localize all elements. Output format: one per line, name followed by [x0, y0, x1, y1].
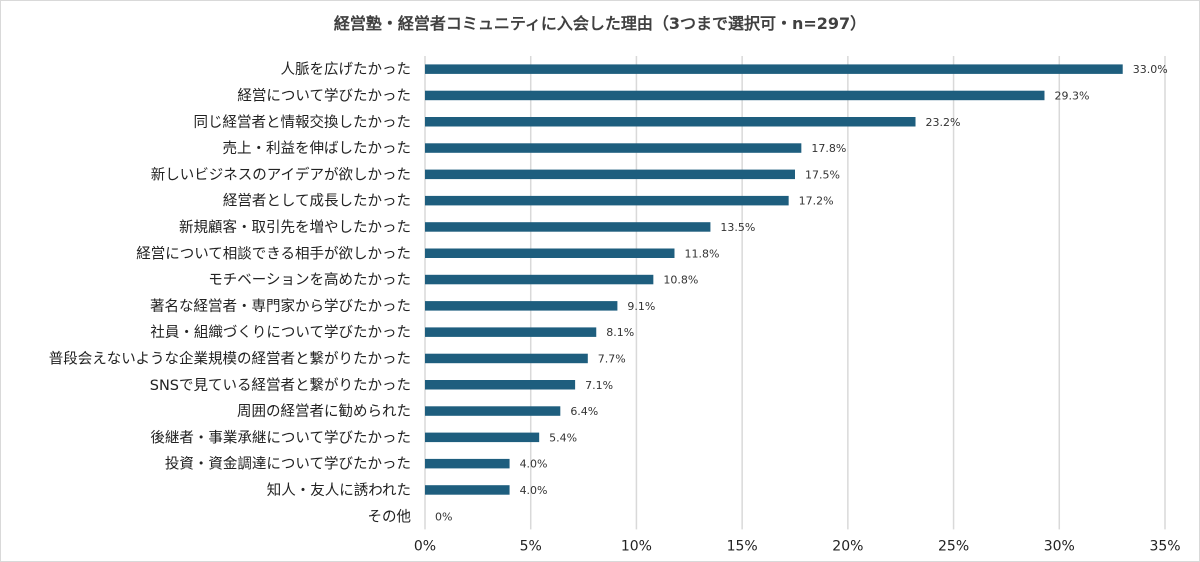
category-label: SNSで見ている経営者と繋がりたかった	[150, 377, 411, 394]
chart-title: 経営塾・経営者コミュニティに入会した理由（3つまで選択可・n=297）	[333, 14, 867, 33]
data-label: 11.8%	[684, 247, 719, 260]
category-label: 経営について相談できる相手が欲しかった	[136, 245, 411, 262]
bar	[425, 406, 561, 416]
bar	[425, 195, 789, 206]
category-label: 売上・利益を伸ばしたかった	[223, 140, 412, 157]
data-label: 4.0%	[520, 484, 548, 497]
data-label: 29.3%	[1054, 89, 1089, 102]
x-tick-label: 15%	[727, 538, 758, 554]
category-label: 同じ経営者と情報交換したかった	[194, 113, 412, 131]
bar	[425, 222, 711, 232]
bar	[425, 353, 588, 364]
x-tick-label: 30%	[1044, 538, 1075, 554]
data-label: 9.1%	[627, 300, 655, 313]
category-label: 投資・資金調達について学びたかった	[165, 456, 411, 473]
category-label: モチベーションを高めたかった	[208, 272, 411, 289]
x-tick-label: 35%	[1149, 538, 1180, 554]
category-label: その他	[368, 508, 412, 525]
bar	[425, 327, 597, 337]
category-label: 普段会えないような企業規模の経営者と繋がりたかった	[49, 349, 411, 367]
x-tick-label: 5%	[520, 538, 542, 554]
x-tick-label: 20%	[832, 538, 863, 554]
bar	[425, 90, 1045, 101]
bar	[425, 301, 618, 311]
category-label: 新しいビジネスのアイデアが欲しかった	[151, 165, 411, 183]
data-label: 5.4%	[549, 431, 577, 444]
bar	[425, 64, 1123, 74]
data-label: 23.2%	[926, 116, 961, 129]
data-label: 17.8%	[811, 142, 846, 155]
data-label: 7.7%	[598, 352, 626, 365]
bar	[425, 274, 654, 285]
bar	[425, 458, 510, 469]
data-label: 0%	[435, 510, 452, 523]
category-label: 周囲の経営者に勧められた	[237, 403, 411, 420]
category-label: 経営者として成長したかった	[223, 193, 411, 210]
category-label: 人脈を広げたかった	[281, 61, 412, 78]
data-label: 33.0%	[1133, 63, 1168, 76]
category-label: 著名な経営者・専門家から学びたかった	[150, 298, 411, 315]
data-label: 6.4%	[570, 405, 598, 418]
category-label: 後継者・事業承継について学びたかった	[150, 429, 411, 446]
data-label: 17.5%	[805, 168, 840, 181]
data-label: 10.8%	[663, 274, 698, 287]
data-label: 7.1%	[585, 379, 613, 392]
bar	[425, 143, 802, 153]
x-tick-label: 10%	[621, 538, 652, 554]
bar	[425, 485, 510, 495]
data-label: 13.5%	[720, 221, 755, 234]
data-label: 8.1%	[606, 326, 634, 339]
data-label: 4.0%	[520, 458, 548, 471]
bar	[425, 117, 916, 127]
category-label: 知人・友人に誘われた	[267, 482, 411, 499]
data-label: 17.2%	[799, 195, 834, 208]
bar	[425, 169, 795, 180]
x-tick-label: 25%	[938, 538, 969, 554]
bar	[425, 380, 576, 390]
category-label: 新規顧客・取引先を増やしたかった	[179, 219, 411, 236]
bar	[425, 248, 675, 258]
category-label: 社員・組織づくりについて学びたかった	[150, 324, 411, 341]
bar	[425, 432, 540, 443]
x-tick-label: 0%	[414, 538, 436, 554]
category-label: 経営について学びたかった	[237, 87, 411, 104]
